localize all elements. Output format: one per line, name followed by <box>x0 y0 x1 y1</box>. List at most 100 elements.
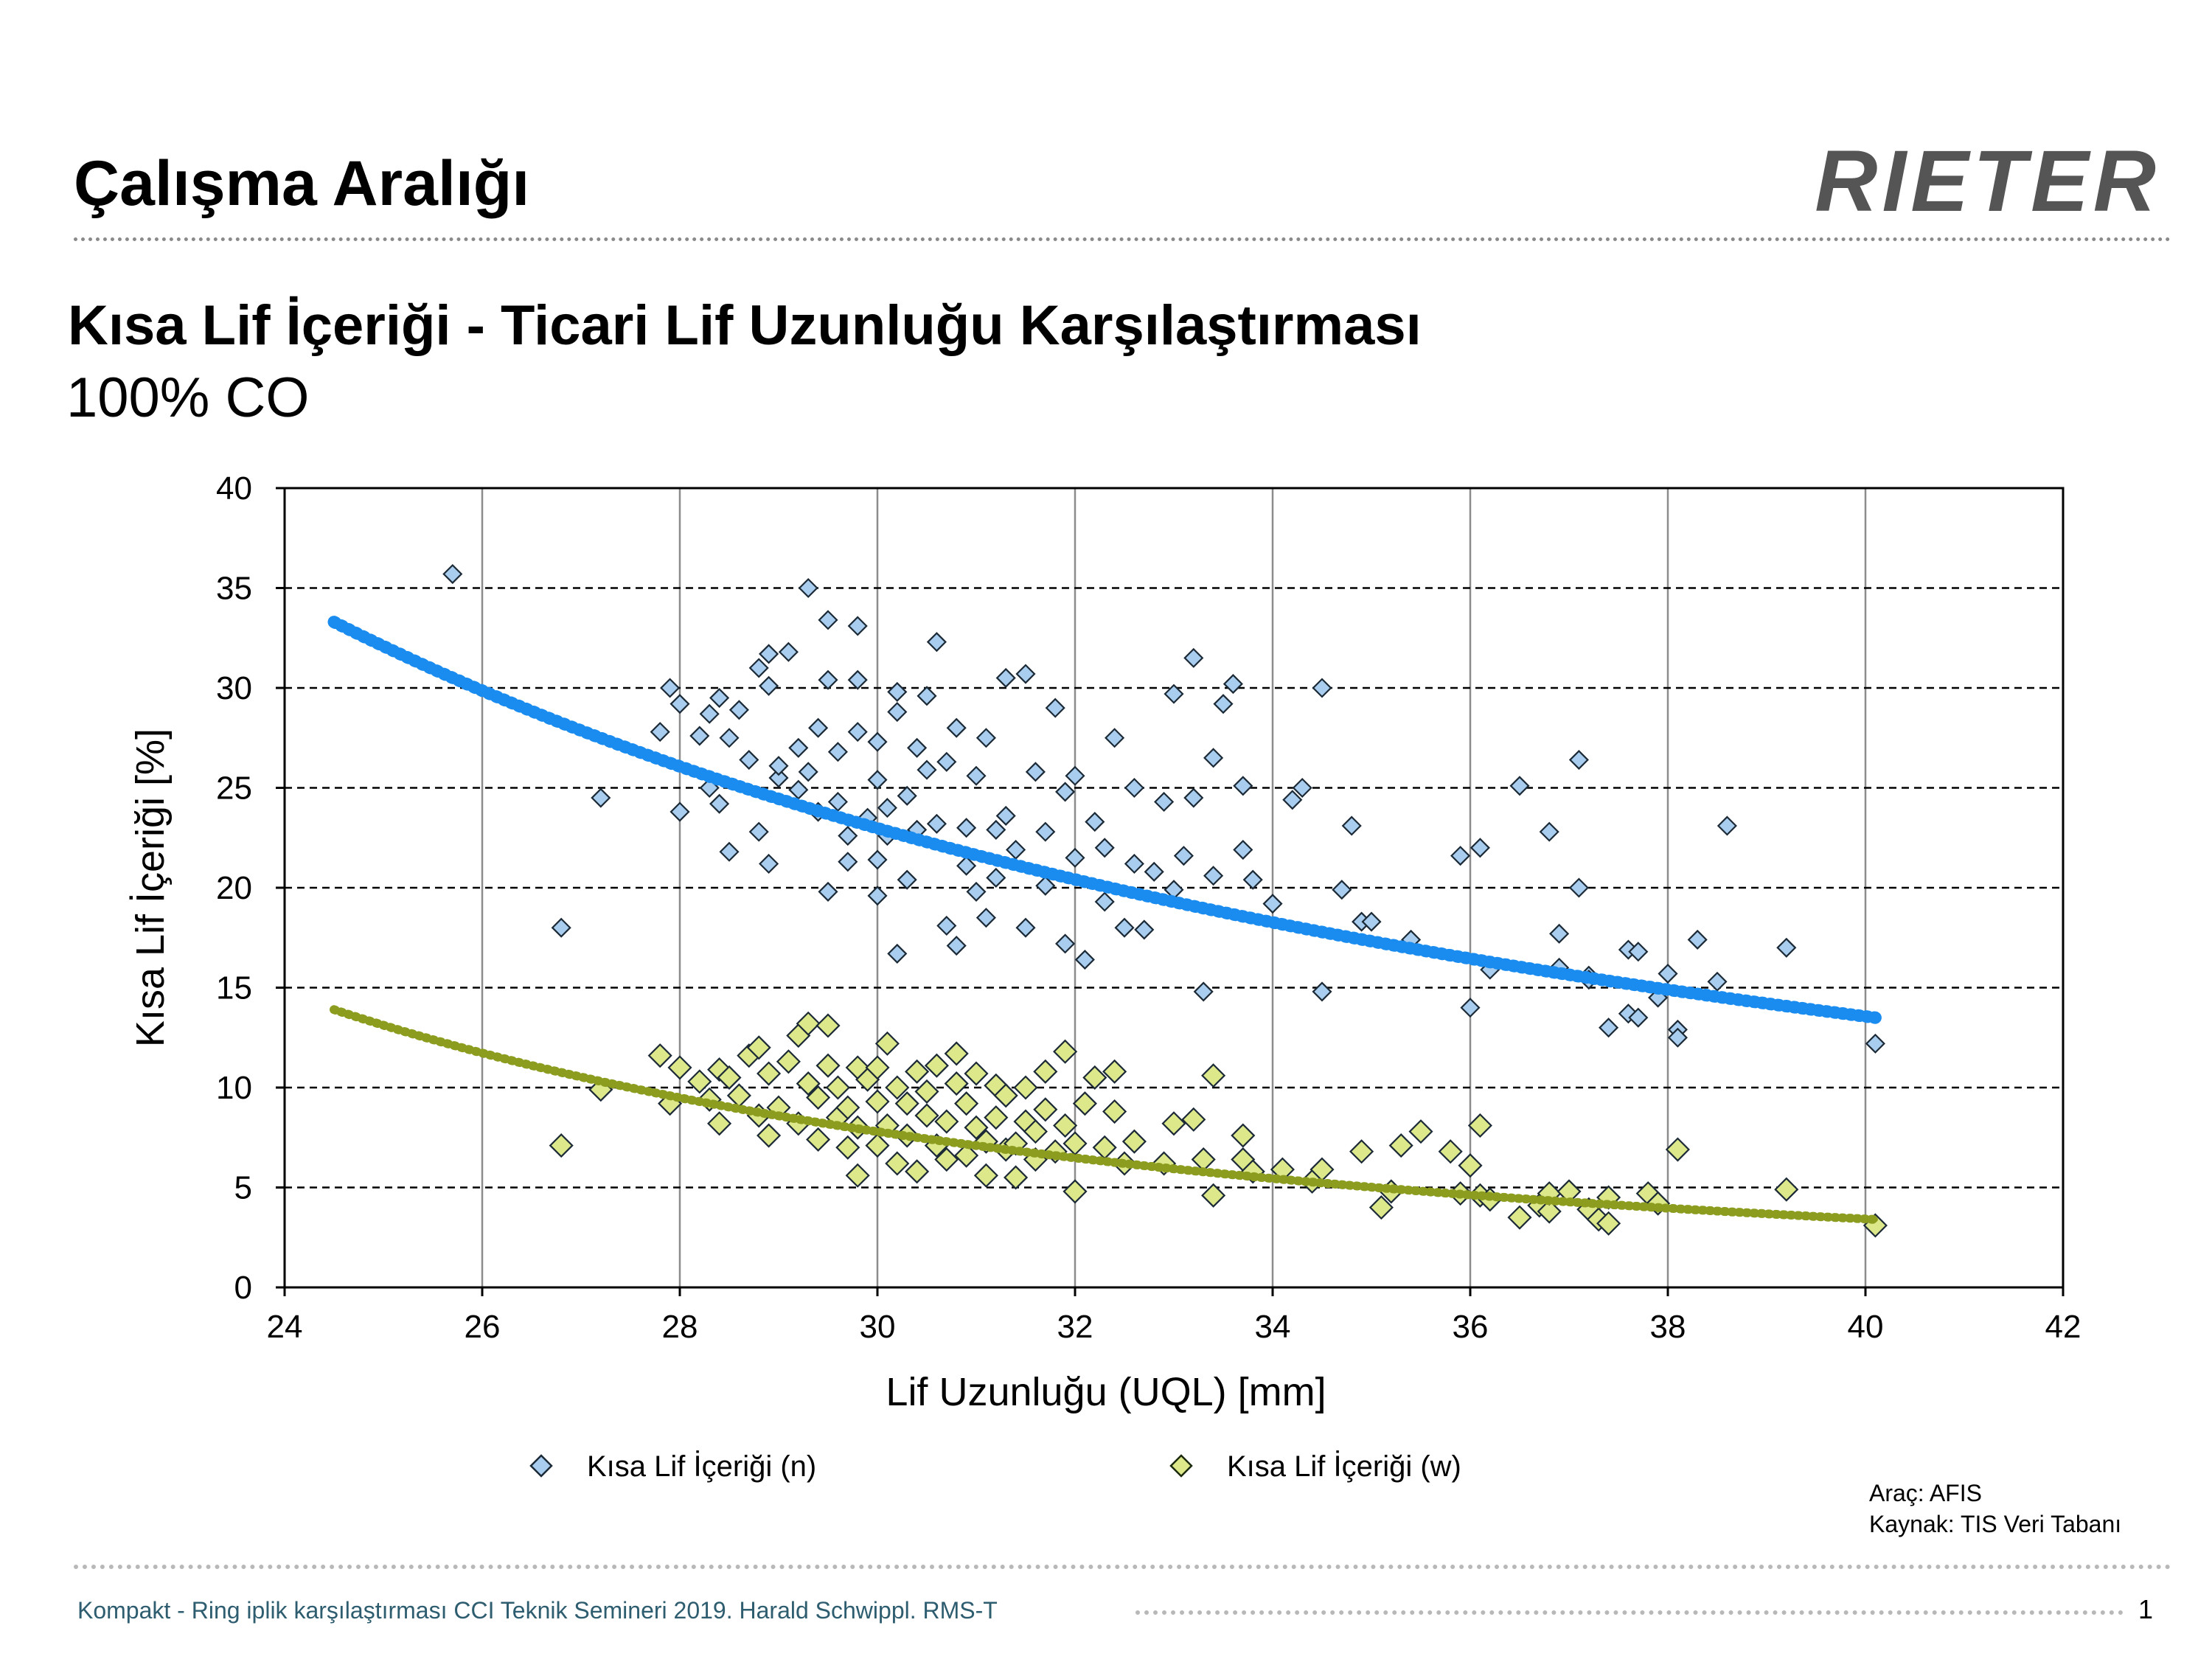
y-tick-label: 30 <box>216 670 252 706</box>
data-point-n <box>1509 776 1530 796</box>
data-point-n <box>1134 919 1155 940</box>
data-point-n <box>936 751 957 772</box>
data-point-n <box>818 669 838 690</box>
data-point-n <box>966 881 987 902</box>
data-point-w <box>865 1133 890 1158</box>
y-tick-label: 20 <box>216 870 252 906</box>
data-point-w <box>746 1035 771 1060</box>
data-point-n <box>1193 981 1214 1002</box>
x-axis-label: Lif Uzunluğu (UQL) [mm] <box>886 1370 1326 1414</box>
data-point-n <box>768 756 789 776</box>
legend-label-n: Kısa Lif İçeriği (n) <box>587 1450 816 1483</box>
data-point-w <box>1102 1059 1127 1084</box>
data-point-n <box>946 717 967 738</box>
data-point-n <box>887 943 908 964</box>
data-point-w <box>914 1103 939 1128</box>
data-point-n <box>1015 917 1036 938</box>
data-point-n <box>917 686 937 706</box>
data-point-w <box>964 1115 989 1140</box>
legend-marker-n <box>529 1454 553 1478</box>
data-point-w <box>835 1135 860 1160</box>
data-point-n <box>1025 762 1046 782</box>
data-point-n <box>748 658 769 678</box>
data-point-w <box>944 1041 969 1066</box>
data-point-n <box>1658 963 1678 984</box>
data-point-n <box>660 678 681 698</box>
data-point-w <box>1201 1183 1226 1208</box>
x-tick-label: 24 <box>267 1309 303 1345</box>
data-point-n <box>897 869 917 890</box>
data-point-w <box>717 1065 742 1091</box>
data-point-w <box>1121 1129 1147 1154</box>
data-point-n <box>1282 790 1303 810</box>
data-point-n <box>728 700 749 720</box>
data-point-n <box>788 737 809 758</box>
data-point-n <box>867 849 888 870</box>
data-point-n <box>1114 917 1135 938</box>
data-point-w <box>954 1143 979 1168</box>
data-point-n <box>1233 839 1253 860</box>
data-point-n <box>709 687 730 709</box>
y-tick-label: 15 <box>216 970 252 1006</box>
data-point-n <box>1065 847 1085 868</box>
x-tick-label: 36 <box>1453 1309 1489 1345</box>
data-point-n <box>926 632 947 653</box>
data-point-n <box>1164 684 1184 704</box>
data-point-n <box>867 886 888 906</box>
y-axis-label: Kısa Lif İçeriği [%] <box>128 728 173 1047</box>
data-point-n <box>689 726 710 746</box>
data-point-n <box>1154 791 1175 813</box>
data-point-n <box>986 867 1006 888</box>
data-point-n <box>956 855 977 876</box>
data-point-w <box>934 1147 959 1172</box>
data-point-n <box>847 669 868 690</box>
data-point-n <box>1568 750 1589 771</box>
data-point-w <box>874 1031 900 1056</box>
data-point-w <box>1774 1177 1799 1202</box>
data-point-w <box>894 1091 919 1116</box>
data-point-w <box>796 1011 821 1036</box>
source-database: Kaynak: TIS Veri Tabanı <box>1869 1511 2122 1537</box>
data-point-n <box>1035 821 1056 842</box>
data-point-w <box>905 1159 930 1184</box>
data-point-n <box>887 701 908 723</box>
data-point-w <box>914 1079 939 1104</box>
data-point-n <box>719 841 740 862</box>
y-tick-label: 35 <box>216 571 252 607</box>
data-point-n <box>897 785 917 806</box>
data-point-n <box>1035 875 1056 896</box>
x-tick-label: 34 <box>1255 1309 1291 1345</box>
trend-line-w-core <box>331 1006 1878 1222</box>
data-point-n <box>1568 877 1589 898</box>
data-point-w <box>835 1095 860 1120</box>
data-point-w <box>815 1053 841 1078</box>
data-point-n <box>867 770 888 790</box>
data-point-w <box>1033 1097 1058 1122</box>
data-point-w <box>1013 1075 1038 1100</box>
data-point-n <box>1292 777 1312 799</box>
data-point-n <box>759 675 779 696</box>
y-tick-label: 40 <box>216 470 252 507</box>
rieter-logo: RIETER <box>1815 133 2160 230</box>
data-point-n <box>1055 782 1076 802</box>
data-point-w <box>549 1133 574 1158</box>
data-point-n <box>1094 838 1115 858</box>
data-point-n <box>956 818 977 838</box>
data-point-n <box>1213 694 1234 714</box>
data-point-n <box>778 641 799 662</box>
x-tick-label: 28 <box>662 1309 698 1345</box>
data-point-w <box>934 1109 959 1134</box>
data-point-w <box>757 1123 782 1148</box>
data-point-n <box>1203 866 1224 886</box>
data-point-n <box>838 825 858 846</box>
trend-line-n-core <box>330 619 1879 1021</box>
y-axis-ticks: 0 5 10 15 20 25 30 35 40 <box>216 470 285 1306</box>
x-tick-label: 30 <box>860 1309 896 1345</box>
data-point-n <box>1717 815 1737 836</box>
data-point-n <box>1105 728 1125 748</box>
data-point-n <box>847 722 868 742</box>
page-number: 1 <box>2138 1594 2154 1624</box>
data-point-w <box>944 1071 969 1096</box>
data-point-w <box>1458 1153 1483 1178</box>
